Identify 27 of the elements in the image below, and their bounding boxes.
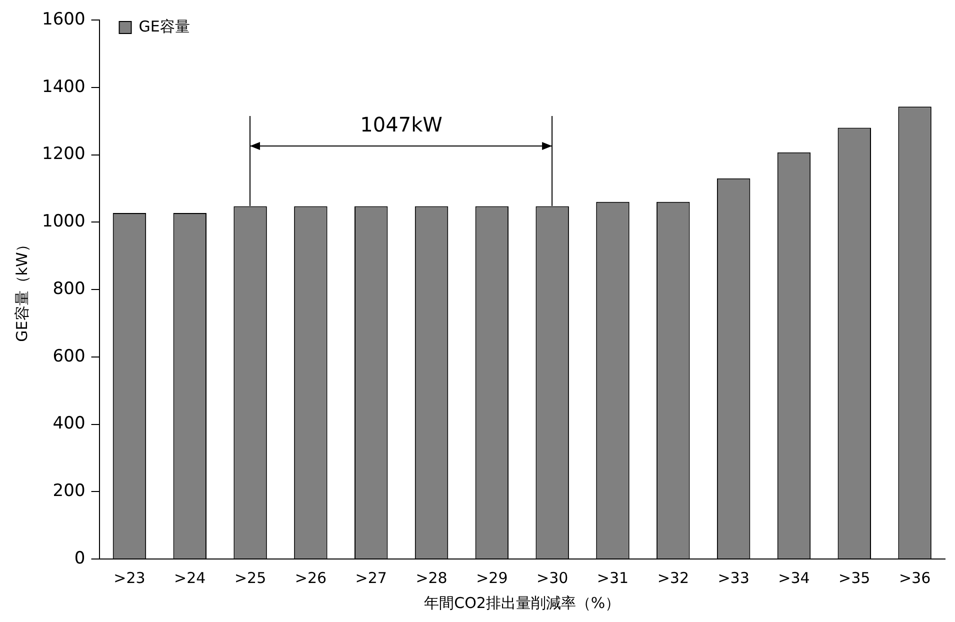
x-tick-label: >29 (476, 568, 508, 587)
y-tick-label: 1200 (42, 144, 86, 164)
y-axis-title: GE容量（kW） (12, 237, 31, 342)
x-tick-label: >30 (536, 568, 568, 587)
x-tick-label: >35 (838, 568, 870, 587)
x-tick-label: >36 (898, 568, 931, 587)
y-tick-label: 800 (52, 278, 86, 299)
y-tick-label: 0 (74, 548, 86, 568)
x-tick-label: >27 (355, 568, 387, 587)
legend-label: GE容量 (138, 17, 190, 36)
y-tick-label: 400 (52, 414, 86, 434)
y-tick-label: 200 (52, 481, 86, 502)
y-tick-label: 600 (52, 346, 86, 366)
x-tick-label: >26 (294, 568, 327, 587)
y-tick-label: 1400 (42, 76, 86, 97)
x-tick-label: >28 (416, 568, 448, 587)
x-tick-label: >23 (114, 568, 146, 587)
annotation: 1047kW (360, 112, 443, 136)
x-tick-label: >32 (657, 568, 689, 587)
y-tick-label: 1000 (42, 212, 86, 232)
x-tick-label: >33 (718, 568, 750, 587)
x-axis-title: 年間CO2排出量削減率（%） (424, 594, 620, 612)
x-tick-label: >31 (596, 568, 629, 587)
x-tick-label: >34 (778, 568, 810, 587)
y-tick-label: 1600 (42, 9, 86, 30)
x-tick-label: >25 (234, 568, 266, 587)
x-tick-label: >24 (174, 568, 206, 587)
